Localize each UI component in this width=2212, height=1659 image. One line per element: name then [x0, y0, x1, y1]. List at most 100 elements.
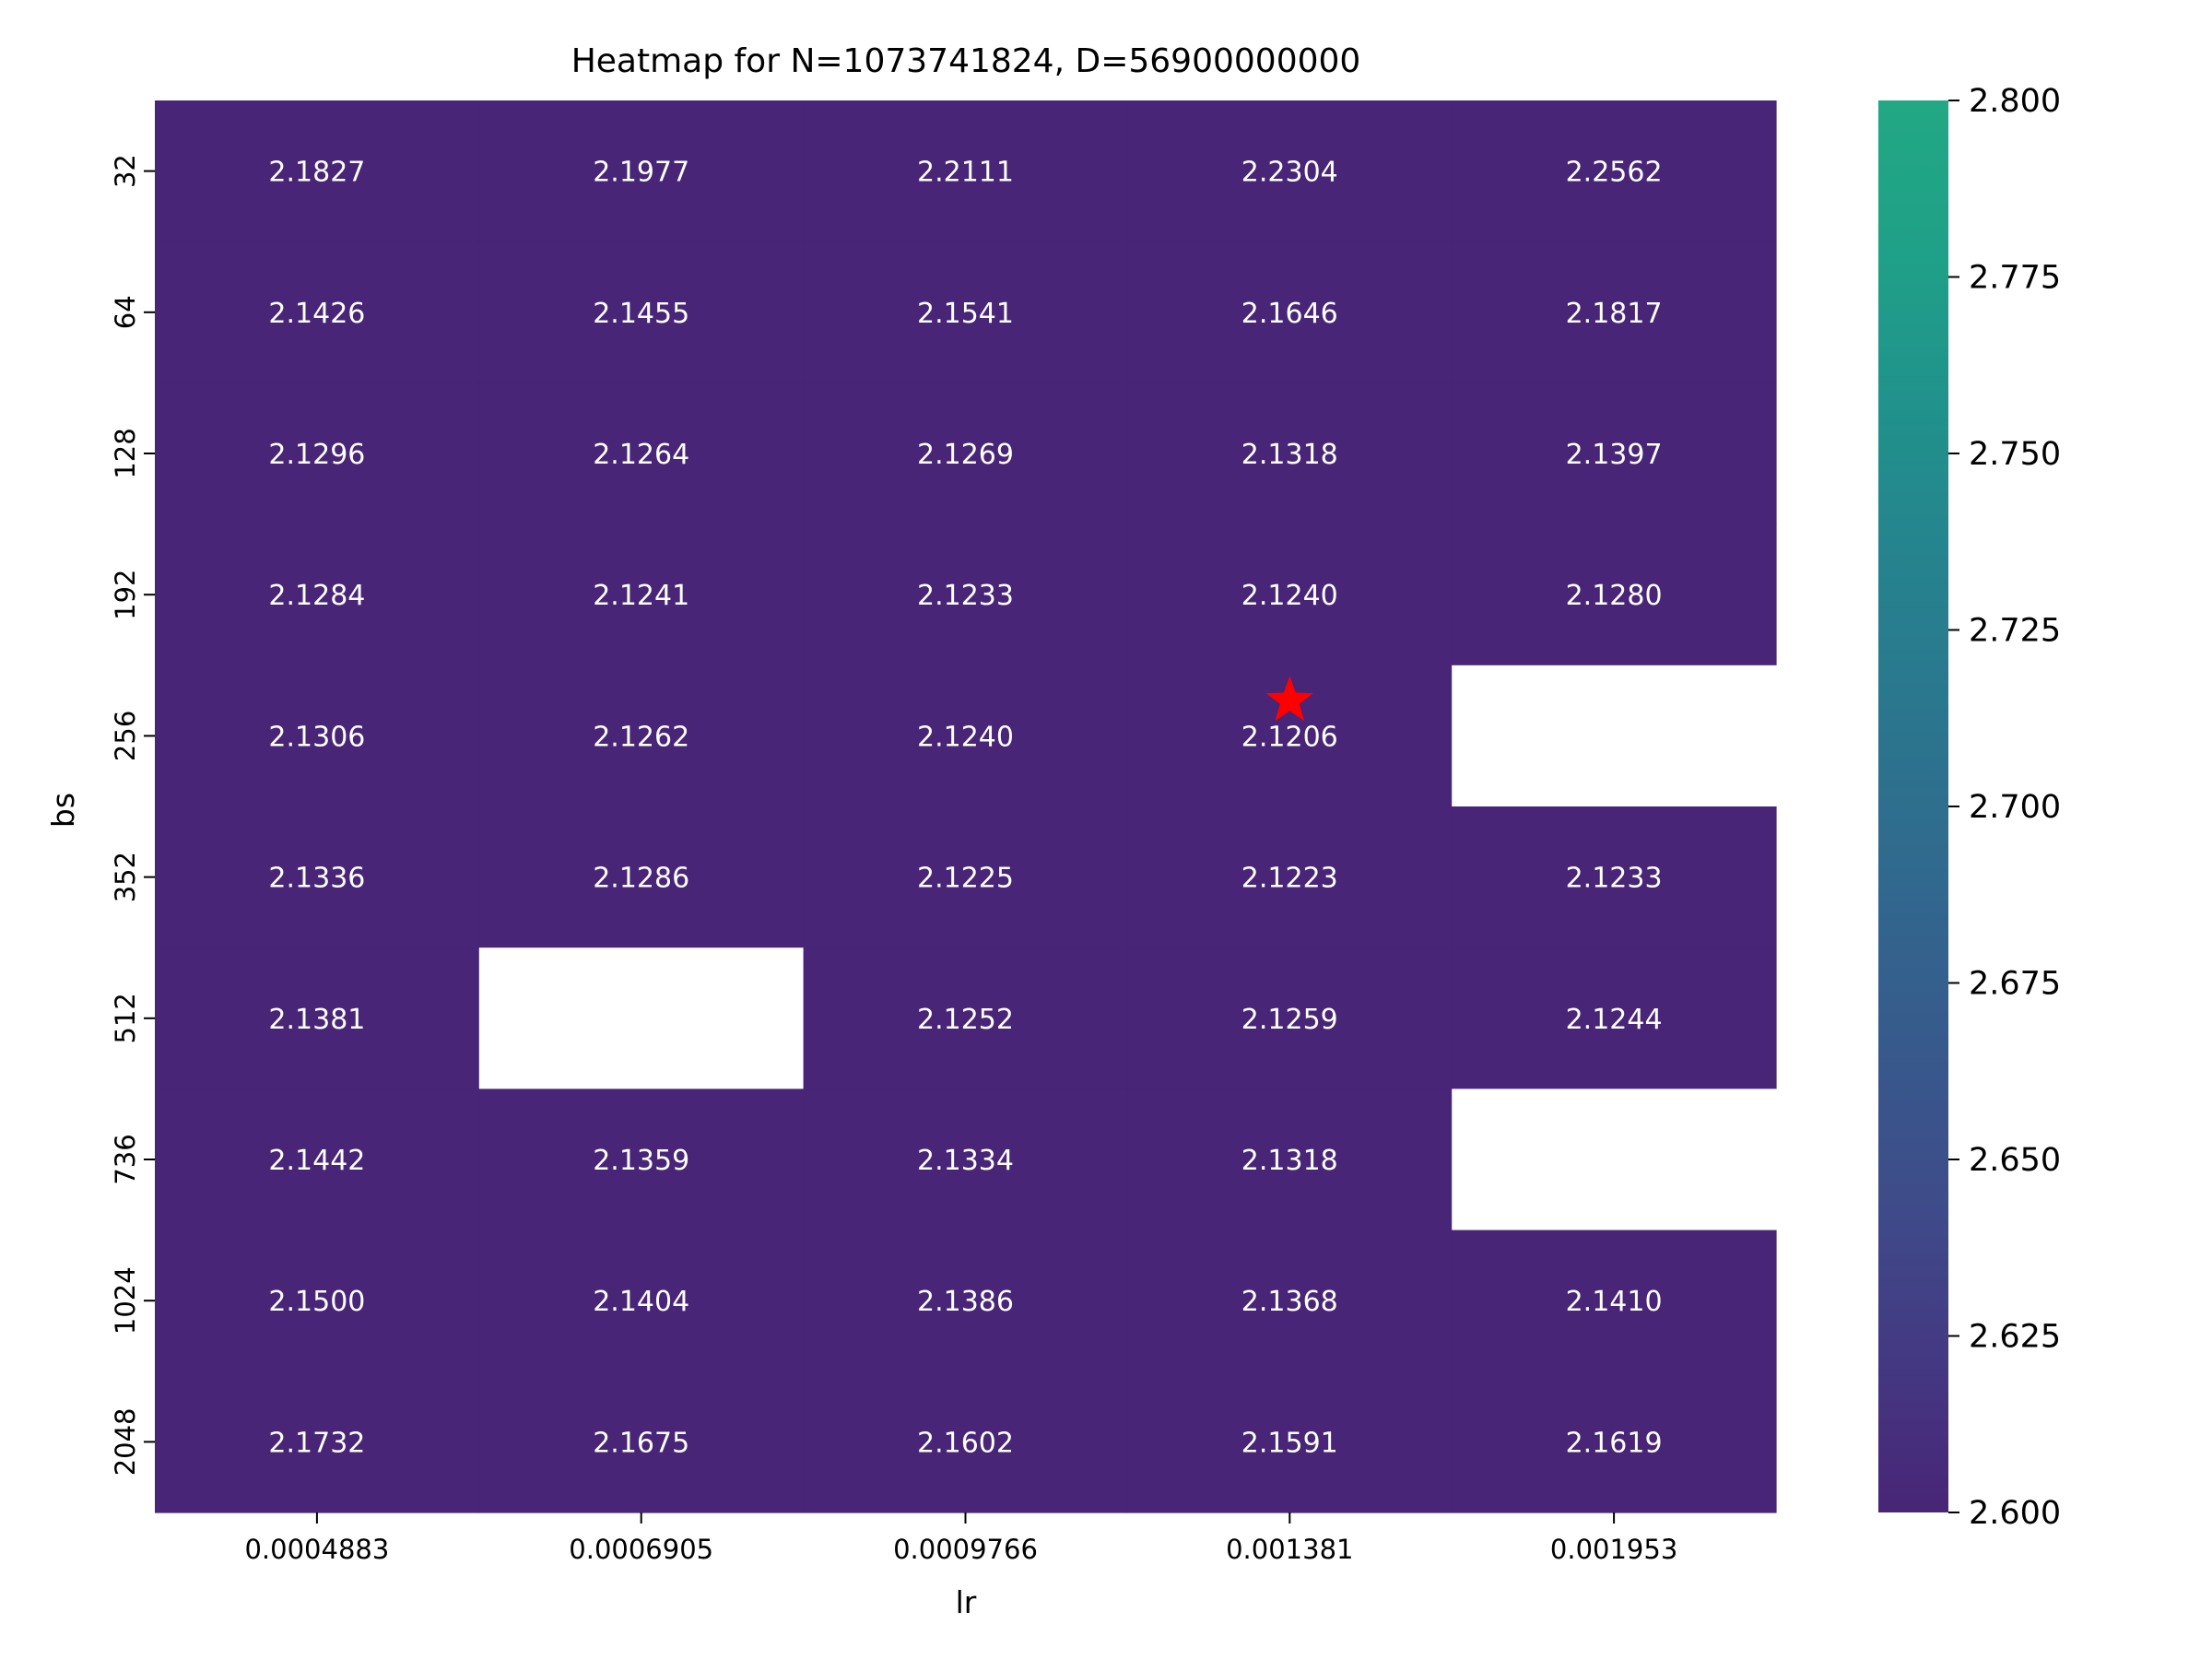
cell-value-label: 2.1397 [1566, 439, 1663, 471]
heatmap-cell [1127, 806, 1453, 948]
heatmap-cell [1127, 524, 1453, 666]
heatmap-cell [478, 382, 805, 525]
y-tick-label: 352 [110, 852, 141, 902]
heatmap-cell [478, 524, 805, 666]
cell-value-label: 2.1732 [268, 1427, 365, 1459]
chart-title: Heatmap for N=1073741824, D=56900000000 [571, 42, 1361, 80]
cell-value-label: 2.1240 [1241, 580, 1338, 612]
y-tick-label: 256 [110, 711, 141, 761]
y-tick-label: 2048 [110, 1407, 141, 1476]
heatmap-cell [478, 1371, 805, 1513]
heatmap-cell [155, 100, 480, 242]
y-axis-label: bs [45, 793, 81, 828]
heatmap-cell [803, 1371, 1128, 1513]
cell-value-label: 2.2111 [917, 157, 1014, 189]
cell-value-label: 2.1223 [1241, 863, 1338, 895]
cell-value-label: 2.1206 [1241, 721, 1338, 753]
y-tick-label: 64 [110, 295, 141, 329]
cell-value-label: 2.1318 [1241, 1145, 1338, 1177]
heatmap-cells: 2.1827 2.1977 2.2111 2.2304 2.2562 2.1426 2.14… [155, 100, 1777, 1513]
heatmap-cell [1127, 241, 1453, 383]
cell-value-label: 2.1426 [268, 298, 365, 330]
heatmap-cell [803, 382, 1128, 525]
heatmap-cell-empty [478, 947, 805, 1089]
heatmap-cell [803, 806, 1128, 948]
y-tick-label: 128 [110, 428, 141, 478]
heatmap-cell [803, 947, 1128, 1089]
cell-value-label: 2.1591 [1241, 1427, 1338, 1459]
colorbar-tick-label: 2.800 [1969, 83, 2061, 120]
cell-value-label: 2.1336 [268, 863, 365, 895]
cell-value-label: 2.1602 [917, 1427, 1014, 1459]
heatmap-cell [155, 665, 480, 807]
heatmap-cell [803, 100, 1128, 242]
heatmap-cell [1127, 1230, 1453, 1372]
x-axis: 0.0004883 0.0006905 0.0009766 0.001381 0.001… [244, 1512, 1677, 1565]
cell-value-label: 2.1500 [268, 1286, 365, 1318]
cell-value-label: 2.1359 [593, 1145, 689, 1177]
heatmap-cell [155, 947, 480, 1089]
cell-value-label: 2.1240 [917, 721, 1014, 753]
y-axis: 32 64 128 192 256 352 512 736 1024 2048 [110, 154, 155, 1476]
heatmap-cell [803, 1230, 1128, 1372]
heatmap-cell [478, 100, 805, 242]
cell-value-label: 2.1280 [1566, 580, 1663, 612]
y-tick-label: 1024 [110, 1266, 141, 1335]
y-tick-label: 736 [110, 1134, 141, 1184]
cell-value-label: 2.1381 [268, 1004, 365, 1036]
heatmap-cell [1452, 100, 1777, 242]
cell-value-label: 2.1264 [593, 439, 689, 471]
heatmap-cell [478, 665, 805, 807]
cell-value-label: 2.1244 [1566, 1004, 1663, 1036]
heatmap-cell [1127, 1371, 1453, 1513]
cell-value-label: 2.1386 [917, 1286, 1014, 1318]
colorbar: 2.600 2.625 2.650 2.675 2.700 2.725 2.750 2.775… [1878, 83, 2061, 1532]
x-tick-label: 0.0004883 [244, 1534, 389, 1565]
heatmap-cell [1452, 806, 1777, 948]
heatmap-cell-empty [1452, 665, 1777, 807]
cell-value-label: 2.1252 [917, 1004, 1014, 1036]
cell-value-label: 2.1269 [917, 439, 1014, 471]
cell-value-label: 2.1233 [1566, 863, 1663, 895]
heatmap-cell [803, 665, 1128, 807]
cell-value-label: 2.1284 [268, 580, 365, 612]
colorbar-tick-label: 2.700 [1969, 789, 2061, 826]
heatmap-cell [1452, 1230, 1777, 1372]
cell-value-label: 2.1318 [1241, 439, 1338, 471]
heatmap-cell [478, 1088, 805, 1231]
heatmap-cell [155, 1088, 480, 1231]
x-tick-label: 0.0006905 [569, 1534, 713, 1565]
colorbar-tick-label: 2.675 [1969, 966, 2061, 1003]
cell-value-label: 2.1241 [593, 580, 689, 612]
cell-value-label: 2.1368 [1241, 1286, 1338, 1318]
cell-value-label: 2.1262 [593, 721, 689, 753]
heatmap-cell [1127, 100, 1453, 242]
colorbar-tick-label: 2.600 [1969, 1495, 2061, 1532]
cell-value-label: 2.1455 [593, 298, 689, 330]
x-tick-label: 0.001381 [1226, 1534, 1353, 1565]
cell-value-label: 2.1817 [1566, 298, 1663, 330]
heatmap-cell [1452, 947, 1777, 1089]
colorbar-tick-label: 2.725 [1969, 613, 2061, 650]
heatmap-cell [1452, 524, 1777, 666]
heatmap-cell [478, 241, 805, 383]
cell-value-label: 2.1977 [593, 157, 689, 189]
colorbar-gradient [1878, 100, 1948, 1512]
heatmap-cell [803, 241, 1128, 383]
cell-value-label: 2.1675 [593, 1427, 689, 1459]
cell-value-label: 2.1646 [1241, 298, 1338, 330]
heatmap-cell [1452, 1371, 1777, 1513]
cell-value-label: 2.1404 [593, 1286, 689, 1318]
cell-value-label: 2.2304 [1241, 157, 1338, 189]
colorbar-tick-label: 2.750 [1969, 436, 2061, 473]
cell-value-label: 2.1410 [1566, 1286, 1663, 1318]
cell-value-label: 2.1296 [268, 439, 365, 471]
heatmap-cell [1127, 1088, 1453, 1231]
colorbar-tick-label: 2.775 [1969, 260, 2061, 297]
cell-value-label: 2.1442 [268, 1145, 365, 1177]
heatmap-cell [155, 1371, 480, 1513]
heatmap-cell [803, 1088, 1128, 1231]
heatmap-cell [155, 1230, 480, 1372]
y-tick-label: 512 [110, 993, 141, 1043]
